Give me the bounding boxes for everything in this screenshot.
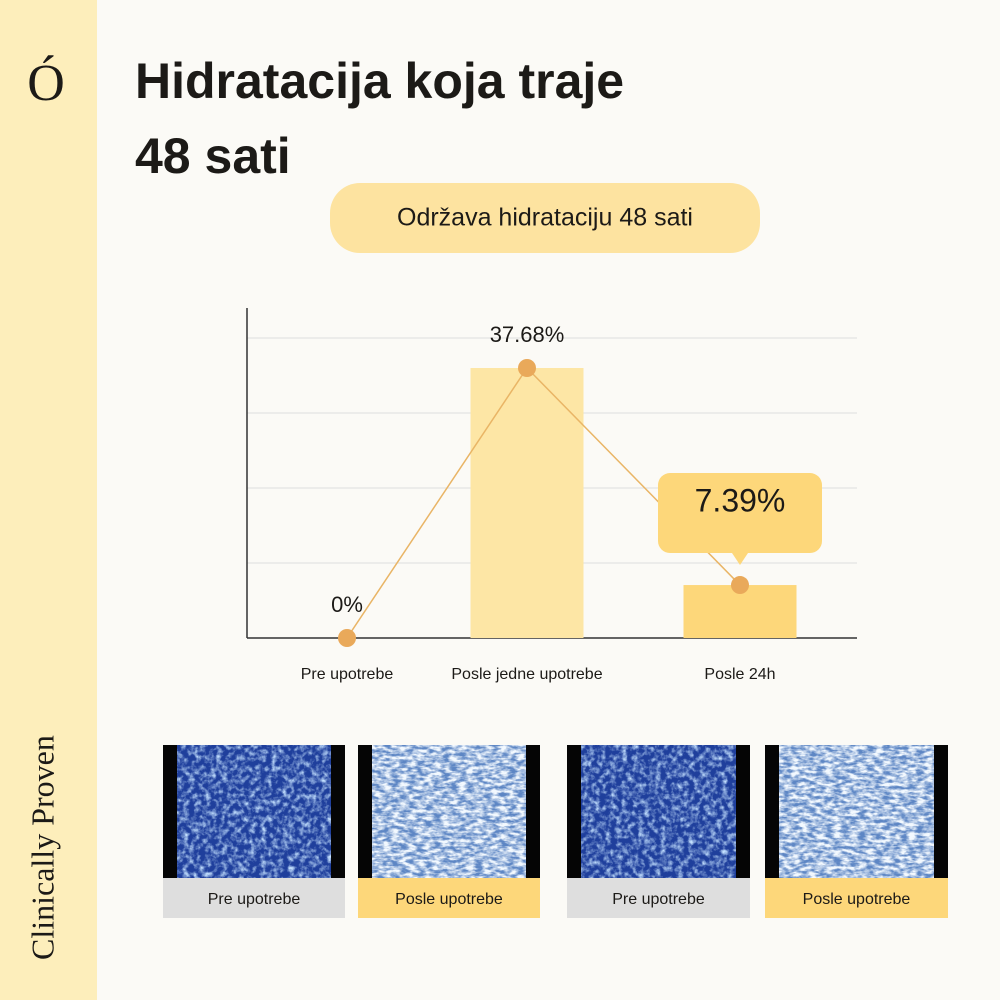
callout	[658, 473, 822, 554]
point	[731, 576, 749, 595]
images: Pre upotrebe Posle upotrebe Pre upotrebe Po…	[163, 745, 948, 918]
micro-texture	[779, 745, 934, 878]
x-tick-label: Pre upotrebe	[301, 666, 394, 683]
side-strip	[0, 0, 97, 1000]
micro-texture	[177, 745, 331, 878]
chart: Pre upotrebe Posle jedne upotrebe Posle 24…	[246, 308, 857, 683]
caption-box	[567, 878, 750, 918]
caption-box	[765, 878, 948, 918]
value-label: 7.39%	[695, 482, 786, 518]
caption: Posle upotrebe	[803, 891, 911, 908]
title-line: Hidratacija koja traje	[135, 53, 624, 109]
callout-pointer	[732, 553, 748, 566]
value-label: 0%	[331, 592, 363, 617]
logo: Ó	[27, 54, 65, 112]
caption: Pre upotrebe	[208, 891, 301, 908]
point	[338, 629, 356, 647]
caption: Posle upotrebe	[395, 891, 503, 908]
point	[518, 359, 536, 377]
micro-texture	[581, 745, 736, 878]
x-tick-label: Posle jedne upotrebe	[451, 666, 602, 683]
side-text: Clinically Proven	[24, 735, 60, 960]
badge-text: Održava hidrataciju 48 sati	[397, 204, 693, 232]
badge	[330, 183, 760, 253]
caption-box	[358, 878, 540, 918]
bar	[470, 368, 584, 638]
value-label: 37.68%	[490, 322, 565, 347]
caption-box	[163, 878, 345, 918]
caption: Pre upotrebe	[612, 891, 705, 908]
title-line: 48 sati	[135, 128, 291, 184]
micro-texture	[372, 745, 526, 878]
x-tick-label: Posle 24h	[704, 666, 775, 683]
